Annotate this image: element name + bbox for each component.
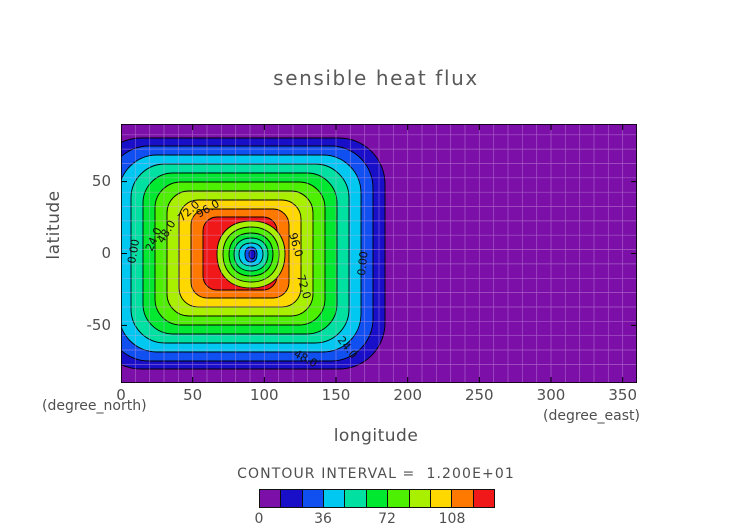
colorbar-segment-0 bbox=[260, 490, 281, 507]
contour-label: 0.00 bbox=[355, 251, 370, 277]
x-tick-label: 200 bbox=[393, 386, 422, 404]
colorbar-segment-4 bbox=[344, 490, 366, 507]
contour-label: 96.0 bbox=[286, 231, 305, 258]
colorbar-tick-label: 36 bbox=[314, 511, 332, 527]
contour-plot-area[interactable]: 0.00 24.0 48.0 72.0 96.0 96.0 72.0 0.00 … bbox=[87, 124, 637, 404]
page-title: sensible heat flux bbox=[273, 66, 479, 90]
contour-interval-note: CONTOUR INTERVAL = 1.200E+01 bbox=[237, 466, 515, 482]
colorbar-segment-6 bbox=[387, 490, 409, 507]
contour-field-svg: 0.00 24.0 48.0 72.0 96.0 96.0 72.0 0.00 … bbox=[121, 124, 637, 383]
contour-label: 0.00 bbox=[125, 238, 142, 264]
plot-frame-ticks bbox=[121, 124, 637, 383]
colorbar-segment-9 bbox=[451, 490, 473, 507]
colorbar-segment-10 bbox=[472, 490, 494, 507]
x-axis-unit-note: (degree_east) bbox=[543, 408, 640, 424]
y-tick-label: 0 bbox=[101, 244, 111, 262]
colorbar-tick-label: 108 bbox=[438, 511, 466, 527]
colorbar-segment-1 bbox=[280, 490, 302, 507]
x-tick-label: 0 bbox=[116, 386, 126, 404]
inner-minimum-core bbox=[216, 220, 286, 289]
x-tick-label: 250 bbox=[464, 386, 494, 404]
colorbar-tick-label: 72 bbox=[378, 511, 396, 527]
colorbar-segment-2 bbox=[301, 490, 324, 507]
x-tick-label: 150 bbox=[321, 386, 351, 404]
x-tick-label: 350 bbox=[608, 386, 637, 404]
colorbar[interactable] bbox=[259, 489, 495, 508]
contour-label: 72.0 bbox=[294, 273, 313, 300]
colorbar-segment-3 bbox=[323, 490, 345, 507]
y-axis-unit-note: (degree_north) bbox=[42, 398, 147, 414]
y-tick-label: -50 bbox=[86, 316, 112, 334]
colorbar-segment-5 bbox=[365, 490, 388, 507]
x-axis-title: longitude bbox=[333, 426, 419, 446]
x-tick-label: 300 bbox=[536, 386, 566, 404]
y-axis-title: latitude bbox=[44, 190, 64, 260]
colorbar-segment-8 bbox=[429, 490, 452, 507]
colorbar-segment-7 bbox=[408, 490, 430, 507]
x-tick-label: 50 bbox=[183, 386, 203, 404]
colorbar-tick-label: 0 bbox=[254, 511, 264, 527]
x-tick-label: 100 bbox=[249, 386, 279, 404]
y-tick-label: 50 bbox=[91, 172, 111, 190]
plot-gridlines bbox=[121, 124, 637, 383]
